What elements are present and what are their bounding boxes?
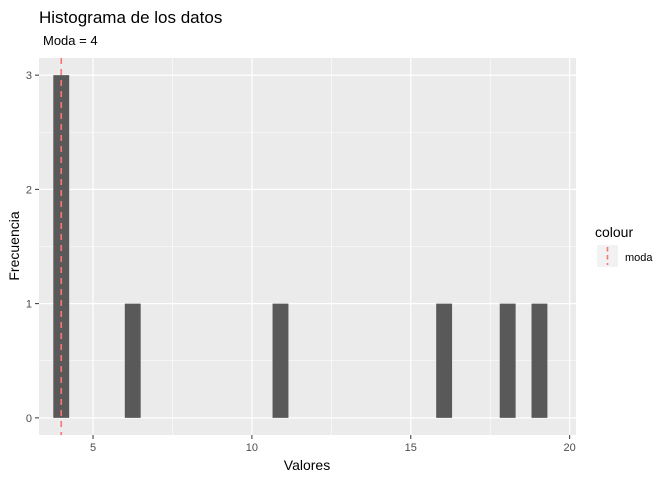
y-tick-label: 0 xyxy=(26,413,32,425)
legend-label-moda: moda xyxy=(625,252,653,264)
x-tick-label: 20 xyxy=(564,442,576,454)
histogram-bars xyxy=(53,75,548,418)
chart-subtitle: Moda = 4 xyxy=(43,33,98,48)
legend: colour moda xyxy=(595,224,653,267)
histogram-bar xyxy=(436,303,453,418)
chart-title: Histograma de los datos xyxy=(39,8,222,27)
x-tick-label: 10 xyxy=(246,442,258,454)
histogram-bar xyxy=(499,303,516,418)
x-axis-title: Valores xyxy=(284,457,330,473)
histogram-bar xyxy=(272,303,289,418)
histogram-bar xyxy=(124,303,141,418)
y-tick-label: 1 xyxy=(26,299,32,311)
y-axis-title: Frecuencia xyxy=(6,211,22,280)
y-tick-label: 2 xyxy=(26,184,32,196)
y-tick-label: 3 xyxy=(26,70,32,82)
legend-title: colour xyxy=(595,224,633,240)
x-tick-label: 5 xyxy=(90,442,96,454)
axes: 5 10 15 20 0 1 2 3 xyxy=(26,70,576,454)
x-tick-label: 15 xyxy=(405,442,417,454)
histogram-bar xyxy=(531,303,548,418)
